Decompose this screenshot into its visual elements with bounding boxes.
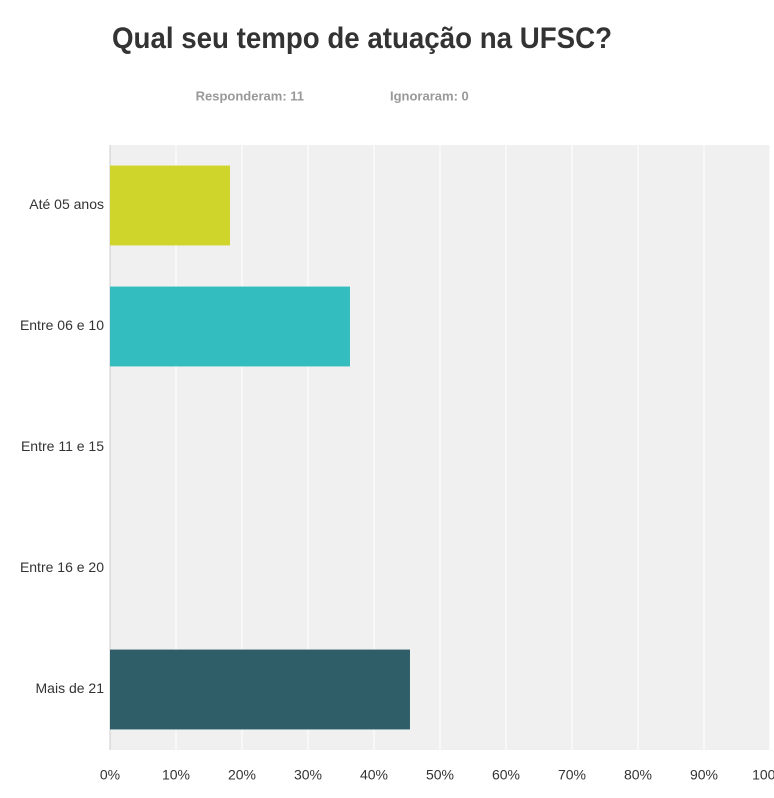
bar — [110, 649, 410, 730]
x-tick-label: 100% — [752, 767, 774, 783]
x-tick-label: 80% — [624, 767, 652, 783]
subtitle: Responderam: 11 — [196, 88, 304, 103]
x-tick-label: 50% — [426, 767, 454, 783]
y-tick-label: Entre 16 e 20 — [20, 559, 104, 575]
x-tick-label: 60% — [492, 767, 520, 783]
subtitle: Ignoraram: 0 — [390, 88, 469, 103]
x-tick-label: 90% — [690, 767, 718, 783]
x-tick-label: 0% — [100, 767, 120, 783]
y-tick-label: Até 05 anos — [29, 196, 104, 212]
x-tick-label: 20% — [228, 767, 256, 783]
y-tick-label: Entre 11 e 15 — [21, 438, 104, 454]
x-tick-label: 30% — [294, 767, 322, 783]
y-tick-label: Mais de 21 — [36, 680, 105, 696]
x-tick-label: 70% — [558, 767, 586, 783]
bar — [110, 286, 350, 367]
x-tick-label: 10% — [162, 767, 190, 783]
y-tick-label: Entre 06 e 10 — [20, 317, 104, 333]
chart-title: Qual seu tempo de atuação na UFSC? — [112, 22, 612, 55]
x-tick-label: 40% — [360, 767, 388, 783]
bar — [110, 165, 230, 246]
